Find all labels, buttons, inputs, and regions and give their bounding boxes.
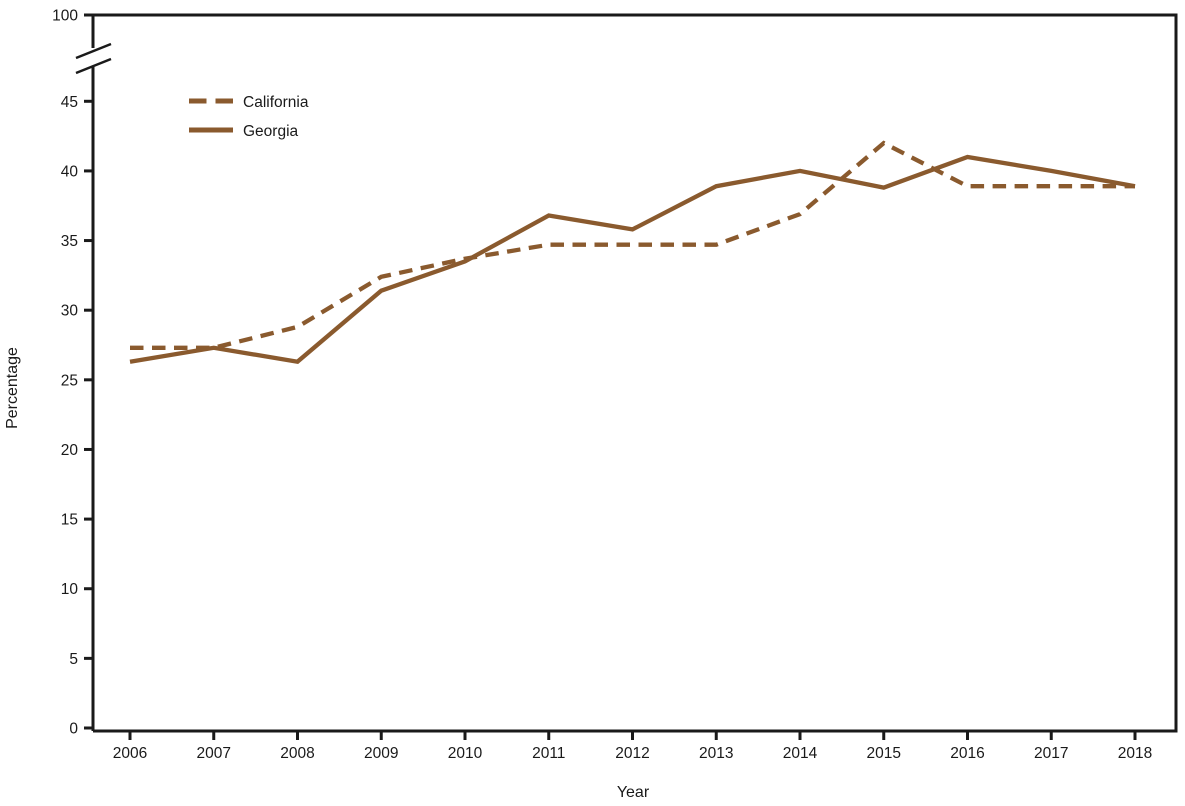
x-tick-label: 2008 [280, 745, 314, 762]
x-tick-label: 2007 [197, 745, 231, 762]
y-tick-label: 45 [61, 94, 78, 111]
y-tick-label: 100 [52, 8, 78, 25]
y-tick-label: 20 [61, 442, 79, 459]
y-tick-label: 15 [61, 512, 78, 529]
x-tick-label: 2006 [113, 745, 147, 762]
x-tick-label: 2017 [1034, 745, 1068, 762]
y-tick-label: 35 [61, 233, 78, 250]
x-axis-title: Year [617, 784, 650, 801]
y-tick-label: 5 [69, 651, 78, 668]
x-tick-label: 2011 [532, 745, 565, 762]
y-axis-title: Percentage [4, 347, 21, 429]
x-tick-label: 2012 [615, 745, 649, 762]
y-tick-label: 30 [61, 303, 79, 320]
california-line [130, 140, 1135, 350]
x-tick-label: 2016 [950, 745, 984, 762]
x-tick-label: 2009 [364, 745, 398, 762]
plot-area: 0 5 10 15 20 25 30 35 40 45 100 2006 2007 2008 2009 201… [52, 8, 1178, 762]
plot-frame [93, 13, 1178, 733]
x-tick-label: 2018 [1118, 745, 1152, 762]
y-tick-label: 0 [69, 721, 78, 738]
x-tick-label: 2015 [867, 745, 901, 762]
y-tick-label: 10 [61, 581, 79, 598]
y-axis-break-slash [75, 42, 112, 60]
x-tick-label: 2013 [699, 745, 733, 762]
georgia-line [129, 154, 1136, 364]
legend-label-georgia: Georgia [243, 123, 299, 140]
y-tick-label: 40 [61, 163, 79, 180]
x-tick-label: 2014 [783, 745, 818, 762]
y-tick-label: 25 [61, 372, 78, 389]
legend: California Georgia [189, 94, 309, 140]
x-tick-label: 2010 [448, 745, 483, 762]
legend-label-california: California [243, 94, 309, 111]
y-axis-break-slash [75, 57, 112, 75]
